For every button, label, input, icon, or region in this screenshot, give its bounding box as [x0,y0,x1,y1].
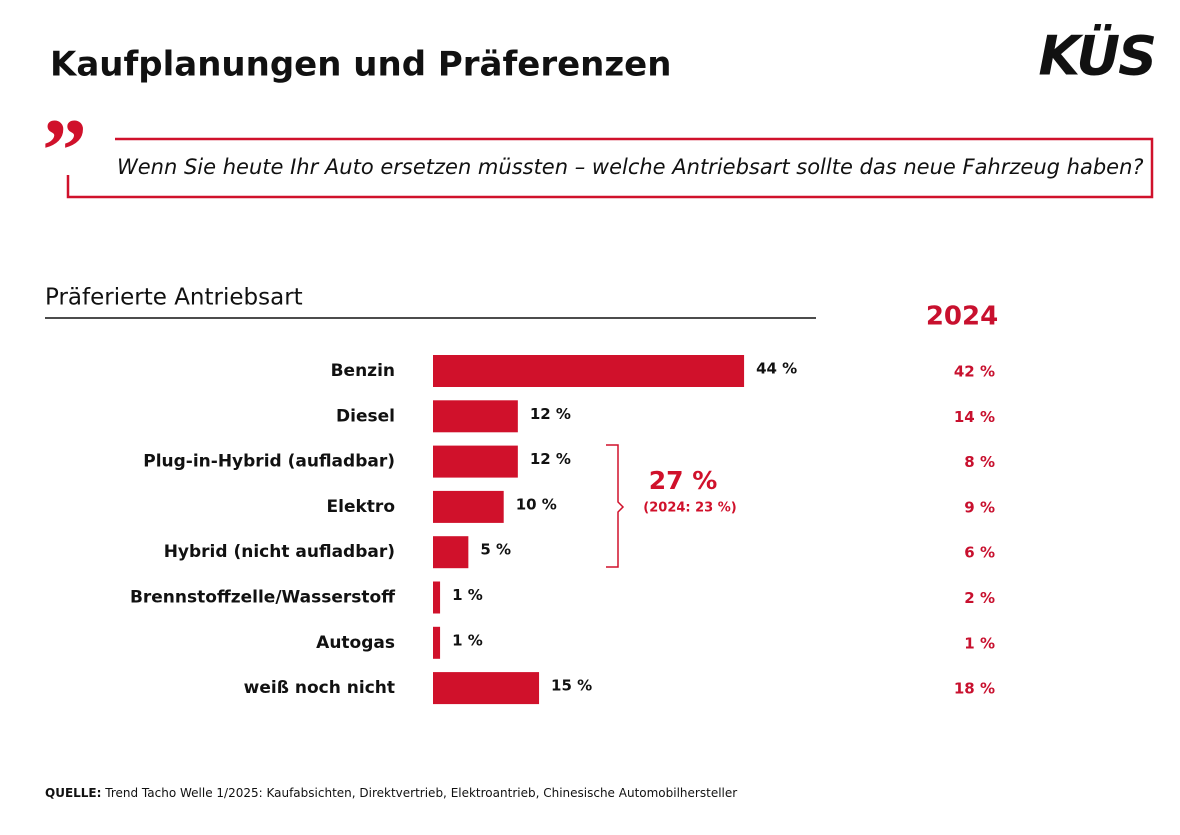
group-bracket [606,444,625,568]
category-label: weiß noch nicht [244,678,395,698]
bar [433,445,518,478]
quote-mark: ” [42,102,87,201]
comparison-value: 8 % [964,453,995,471]
comparison-value: 6 % [964,544,995,562]
value-label: 1 % [452,586,483,604]
comparison-header: 2024 [926,302,998,332]
category-label: Brennstoffzelle/Wasserstoff [130,588,395,608]
category-label: Benzin [331,361,395,381]
value-label: 10 % [516,495,557,513]
category-label: Plug-in-Hybrid (aufladbar) [143,452,395,472]
comparison-value: 14 % [954,408,995,426]
group-total: 27 % [649,466,718,495]
bar [433,626,441,659]
bar [433,581,441,614]
value-label: 12 % [530,450,571,468]
comparison-value: 1 % [964,634,995,652]
logo: KÜS [1038,25,1155,88]
chart-title: Kaufplanungen und Präferenzen [50,45,671,85]
value-label: 44 % [756,360,797,378]
question: Wenn Sie heute Ihr Auto ersetzen müssten… [117,155,1144,179]
comparison-value: 18 % [954,680,995,698]
value-label: 1 % [452,631,483,649]
bar [433,400,518,433]
comparison-value: 42 % [954,363,995,381]
group-note: (2024: 23 %) [643,501,736,516]
bar [433,672,540,705]
source: QUELLE: Trend Tacho Welle 1/2025: Kaufab… [45,786,737,800]
comparison-value: 2 % [964,589,995,607]
category-label: Elektro [327,497,395,517]
bar [433,355,745,387]
question-frame [66,137,1154,199]
value-label: 15 % [551,677,592,695]
value-label: 5 % [480,541,511,559]
source-text: Trend Tacho Welle 1/2025: Kaufabsichten,… [104,786,737,800]
bar [433,536,469,569]
category-label: Diesel [336,406,395,426]
source-label: QUELLE: [45,786,101,800]
category-label: Autogas [316,633,395,653]
category-label: Hybrid (nicht aufladbar) [164,542,395,562]
subtitle: Präferierte Antriebsart [45,285,303,311]
value-label: 12 % [530,405,571,423]
bar [433,490,504,523]
comparison-value: 9 % [964,498,995,516]
